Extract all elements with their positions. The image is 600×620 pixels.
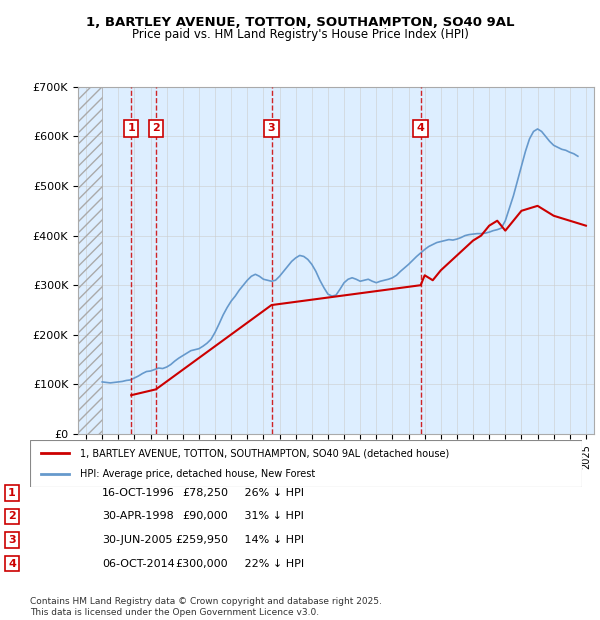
Text: Price paid vs. HM Land Registry's House Price Index (HPI): Price paid vs. HM Land Registry's House … [131,28,469,41]
Text: 3: 3 [268,123,275,133]
Text: 26% ↓ HPI: 26% ↓ HPI [234,488,304,498]
Text: 30-APR-1998: 30-APR-1998 [102,512,174,521]
Text: 4: 4 [417,123,425,133]
Text: 22% ↓ HPI: 22% ↓ HPI [234,559,304,569]
Text: 3: 3 [8,535,16,545]
Text: 4: 4 [8,559,16,569]
Text: Contains HM Land Registry data © Crown copyright and database right 2025.
This d: Contains HM Land Registry data © Crown c… [30,598,382,617]
Text: 16-OCT-1996: 16-OCT-1996 [102,488,175,498]
Text: 1: 1 [127,123,135,133]
Bar [78,87,102,434]
FancyBboxPatch shape [30,440,582,487]
Text: 2: 2 [152,123,160,133]
Text: HPI: Average price, detached house, New Forest: HPI: Average price, detached house, New … [80,469,315,479]
Text: 2: 2 [8,512,16,521]
Text: £259,950: £259,950 [175,535,228,545]
Text: 31% ↓ HPI: 31% ↓ HPI [234,512,304,521]
Text: £300,000: £300,000 [175,559,228,569]
Text: 30-JUN-2005: 30-JUN-2005 [102,535,173,545]
Text: £78,250: £78,250 [182,488,228,498]
Text: 1, BARTLEY AVENUE, TOTTON, SOUTHAMPTON, SO40 9AL: 1, BARTLEY AVENUE, TOTTON, SOUTHAMPTON, … [86,16,514,29]
Text: 1, BARTLEY AVENUE, TOTTON, SOUTHAMPTON, SO40 9AL (detached house): 1, BARTLEY AVENUE, TOTTON, SOUTHAMPTON, … [80,448,449,458]
Text: 14% ↓ HPI: 14% ↓ HPI [234,535,304,545]
Text: 1: 1 [8,488,16,498]
Text: £90,000: £90,000 [182,512,228,521]
Text: 06-OCT-2014: 06-OCT-2014 [102,559,175,569]
